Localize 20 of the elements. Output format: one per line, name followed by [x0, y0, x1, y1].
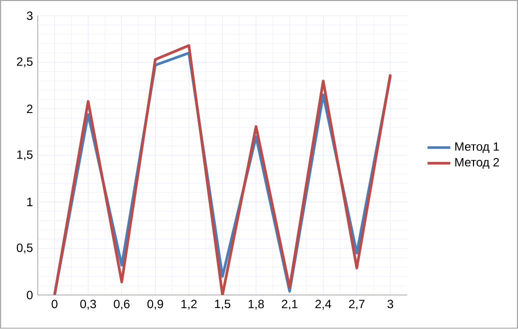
x-tick-label: 1,5 [215, 300, 230, 310]
x-tick-label: 2,1 [282, 300, 298, 310]
x-tick-label: 0,9 [147, 300, 164, 310]
y-tick-label: 0 [26, 290, 33, 300]
y-tick-label: 0,5 [16, 244, 33, 254]
legend-label: Метод 1 [455, 142, 499, 154]
y-tick-label: 2,5 [16, 57, 33, 68]
y-tick-label: 2 [26, 104, 32, 114]
legend-label: Метод 2 [455, 158, 499, 169]
x-tick-label: 0 [52, 300, 58, 308]
y-tick-label: 3 [26, 12, 33, 20]
y-tick-label: 1 [27, 198, 32, 206]
x-tick-label: 2,7 [349, 300, 365, 310]
x-tick-label: 1,2 [181, 300, 197, 310]
y-tick-label: 1,5 [17, 150, 33, 160]
x-tick-label: 1,8 [248, 300, 264, 310]
x-tick-label: 0,6 [114, 300, 130, 310]
x-tick-label: 0,3 [80, 300, 96, 310]
x-tick-label: 3 [387, 300, 394, 308]
x-tick-label: 2,4 [315, 300, 332, 310]
